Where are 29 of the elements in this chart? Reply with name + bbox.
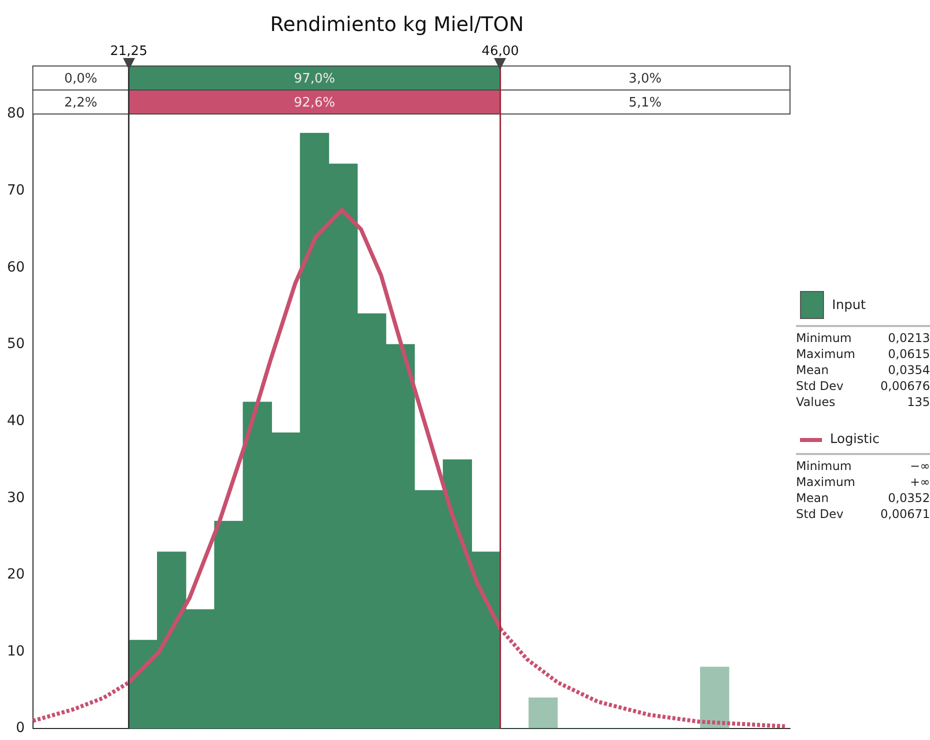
- text: Maximum +∞: [796, 475, 930, 489]
- text: 3,0%: [628, 71, 662, 86]
- text: Minimum −∞: [796, 459, 930, 473]
- y-tick-label: 10: [6, 643, 25, 660]
- legend-label: Input: [832, 298, 866, 312]
- text: Mean 0,0354: [796, 363, 930, 377]
- y-tick-label: 70: [6, 182, 25, 198]
- text: 0,0%: [64, 71, 98, 86]
- y-tick-label: 40: [6, 412, 25, 429]
- ref-line-label: 46,00: [482, 44, 519, 59]
- text: Minimum 0,0213: [796, 331, 930, 345]
- text: 92,6%: [294, 95, 336, 110]
- text: Std Dev 0,00676: [796, 379, 930, 393]
- legend-label: Logistic: [830, 432, 880, 447]
- text: Mean 0,0352: [796, 491, 930, 505]
- text: Values 135: [796, 395, 930, 409]
- y-tick-label: 30: [6, 490, 25, 506]
- text: 2,2%: [64, 95, 98, 110]
- ref-line-label: 21,25: [110, 44, 148, 59]
- y-tick-label: 60: [6, 259, 25, 276]
- y-tick-label: 80: [6, 106, 25, 122]
- y-tick-label: 20: [6, 566, 25, 583]
- text: Maximum 0,0615: [796, 347, 930, 361]
- chart-title: Rendimiento kg Miel/TON: [270, 12, 524, 36]
- text: Std Dev 0,00671: [796, 507, 930, 521]
- text: 5,1%: [628, 95, 662, 110]
- text: 97,0%: [294, 71, 336, 86]
- y-tick-label: 50: [6, 336, 25, 352]
- y-tick-label: 0: [16, 720, 25, 736]
